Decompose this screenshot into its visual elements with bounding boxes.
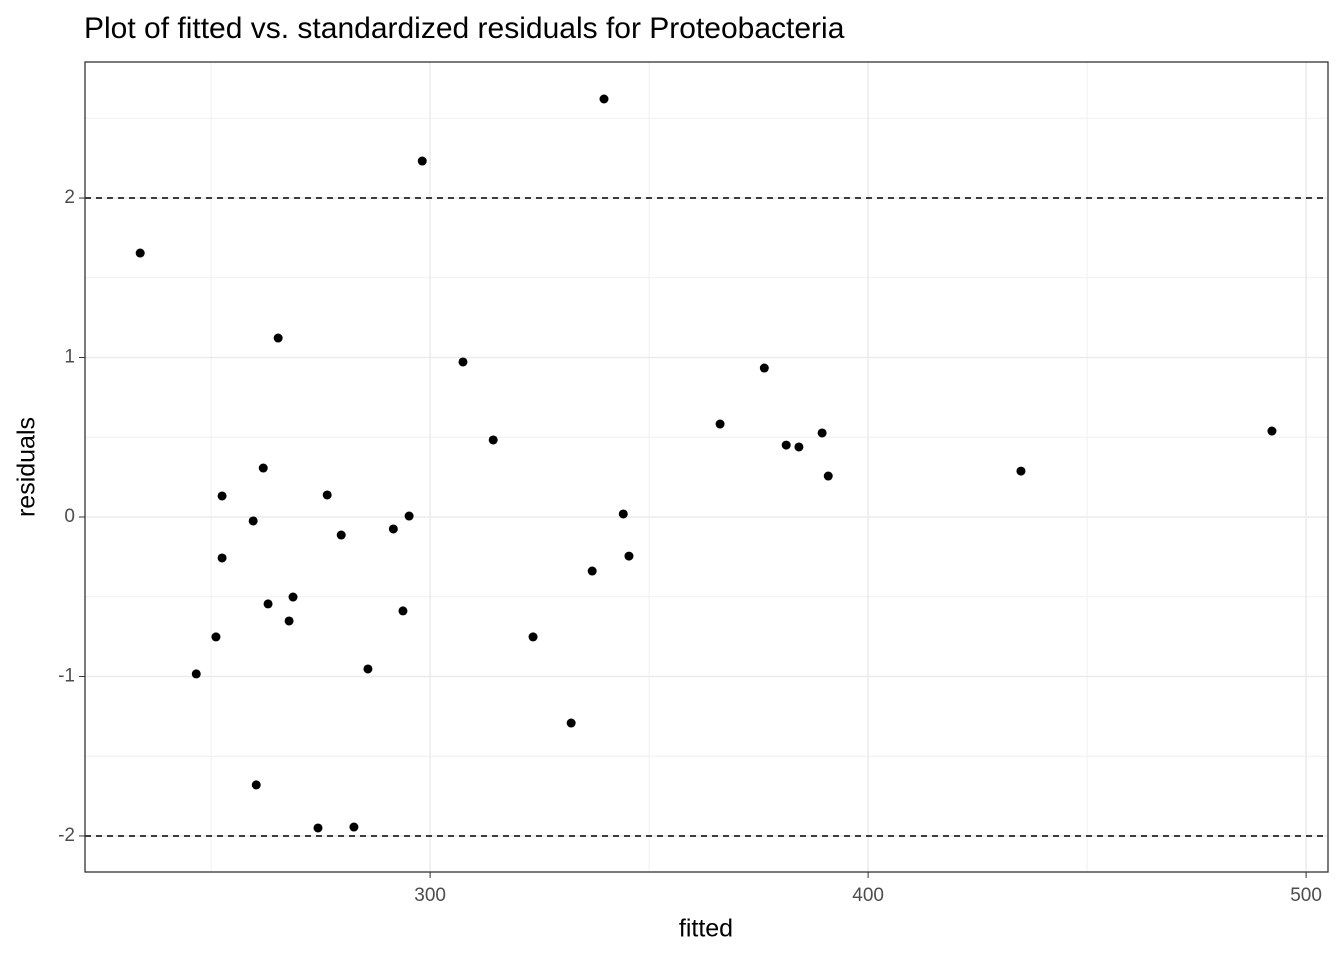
point	[363, 664, 373, 674]
point	[618, 509, 628, 519]
x-tick-label: 500	[1290, 885, 1322, 906]
point	[417, 156, 427, 166]
point	[1267, 426, 1277, 436]
chart-title: Plot of fitted vs. standardized residual…	[84, 12, 845, 45]
point	[336, 530, 346, 540]
point	[794, 442, 804, 452]
x-axis-title: fitted	[679, 915, 733, 943]
point	[217, 491, 227, 501]
point	[135, 248, 145, 258]
x-tick-label: 400	[852, 885, 884, 906]
y-tick-label: 0	[64, 506, 75, 527]
point	[211, 632, 221, 642]
plot-panel	[84, 61, 1329, 873]
point	[759, 363, 769, 373]
point	[566, 718, 576, 728]
y-tick-label: -1	[58, 665, 75, 686]
point	[781, 440, 791, 450]
y-tick-label: -2	[58, 825, 75, 846]
point	[263, 599, 273, 609]
point	[284, 616, 294, 626]
point	[817, 428, 827, 438]
point	[715, 419, 725, 429]
x-tick-label: 300	[414, 885, 446, 906]
point	[528, 632, 538, 642]
point	[388, 524, 398, 534]
point	[349, 822, 359, 832]
point	[458, 357, 468, 367]
y-axis-title: residuals	[13, 417, 41, 517]
point	[1016, 466, 1026, 476]
point	[398, 606, 408, 616]
y-tick-label: 2	[64, 187, 75, 208]
point	[258, 463, 268, 473]
point	[288, 592, 298, 602]
point	[191, 669, 201, 679]
point	[823, 471, 833, 481]
point	[322, 490, 332, 500]
point	[217, 553, 227, 563]
y-tick-label: 1	[64, 347, 75, 368]
point	[624, 551, 634, 561]
point	[587, 566, 597, 576]
point	[313, 823, 323, 833]
point	[488, 435, 498, 445]
point	[404, 511, 414, 521]
point	[248, 516, 258, 526]
point	[273, 333, 283, 343]
point	[251, 780, 261, 790]
point	[599, 94, 609, 104]
